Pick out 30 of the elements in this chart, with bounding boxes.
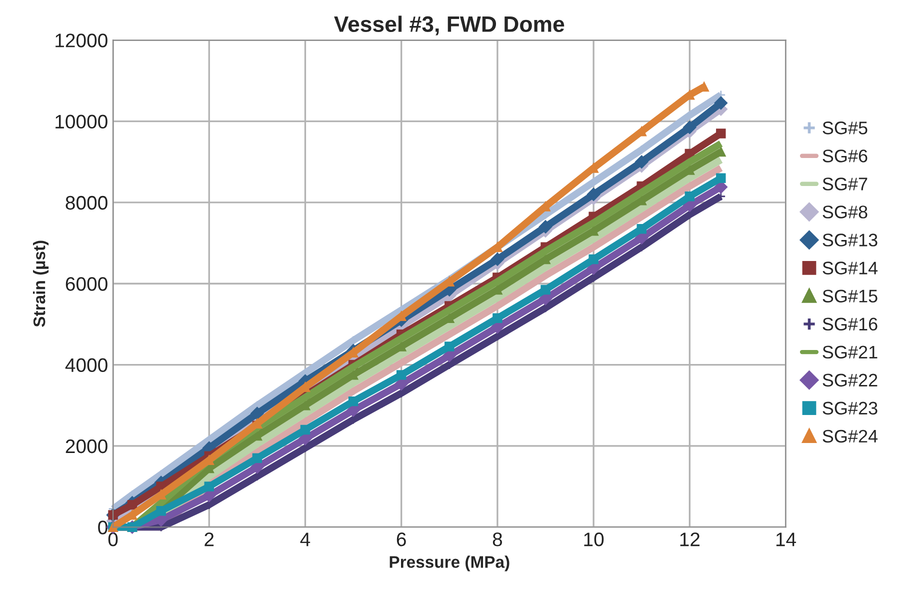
x-axis-title: Pressure (MPa) xyxy=(390,556,510,572)
legend-label: SG#24 xyxy=(822,430,878,443)
y-tick-label: 4000 xyxy=(65,358,108,372)
x-tick-label: 10 xyxy=(584,532,604,546)
x-tick-label: 8 xyxy=(492,532,502,546)
y-tick-label: 8000 xyxy=(66,196,108,210)
legend-label: SG#22 xyxy=(822,374,878,387)
legend-label: SG#5 xyxy=(822,122,868,134)
legend-label: SG#21 xyxy=(822,346,878,359)
y-tick-label: 2000 xyxy=(66,439,108,454)
y-tick-label: 0 xyxy=(98,520,108,534)
y-tick-label: 10000 xyxy=(56,114,108,129)
legend-label: SG#23 xyxy=(822,402,878,415)
y-axis-title: Strain (µst) xyxy=(32,240,49,327)
legend-label: SG#13 xyxy=(822,234,878,246)
x-tick-label: 2 xyxy=(204,532,214,546)
y-tick-label: 6000 xyxy=(66,277,108,291)
x-tick-label: 4 xyxy=(300,532,310,546)
legend-label: SG#16 xyxy=(822,318,878,331)
legend-label: SG#6 xyxy=(822,150,868,162)
legend-label: SG#15 xyxy=(822,290,878,302)
legend-label: SG#14 xyxy=(822,262,878,274)
x-tick-label: 0 xyxy=(108,532,118,546)
y-tick-label: 12000 xyxy=(56,34,108,48)
chart-title: Vessel #3, FWD Dome xyxy=(334,16,564,36)
x-tick-label: 6 xyxy=(396,532,406,546)
legend-label: SG#7 xyxy=(822,178,868,190)
x-tick-label: 14 xyxy=(776,532,796,546)
x-tick-label: 12 xyxy=(680,532,700,546)
legend-label: SG#8 xyxy=(822,206,868,218)
